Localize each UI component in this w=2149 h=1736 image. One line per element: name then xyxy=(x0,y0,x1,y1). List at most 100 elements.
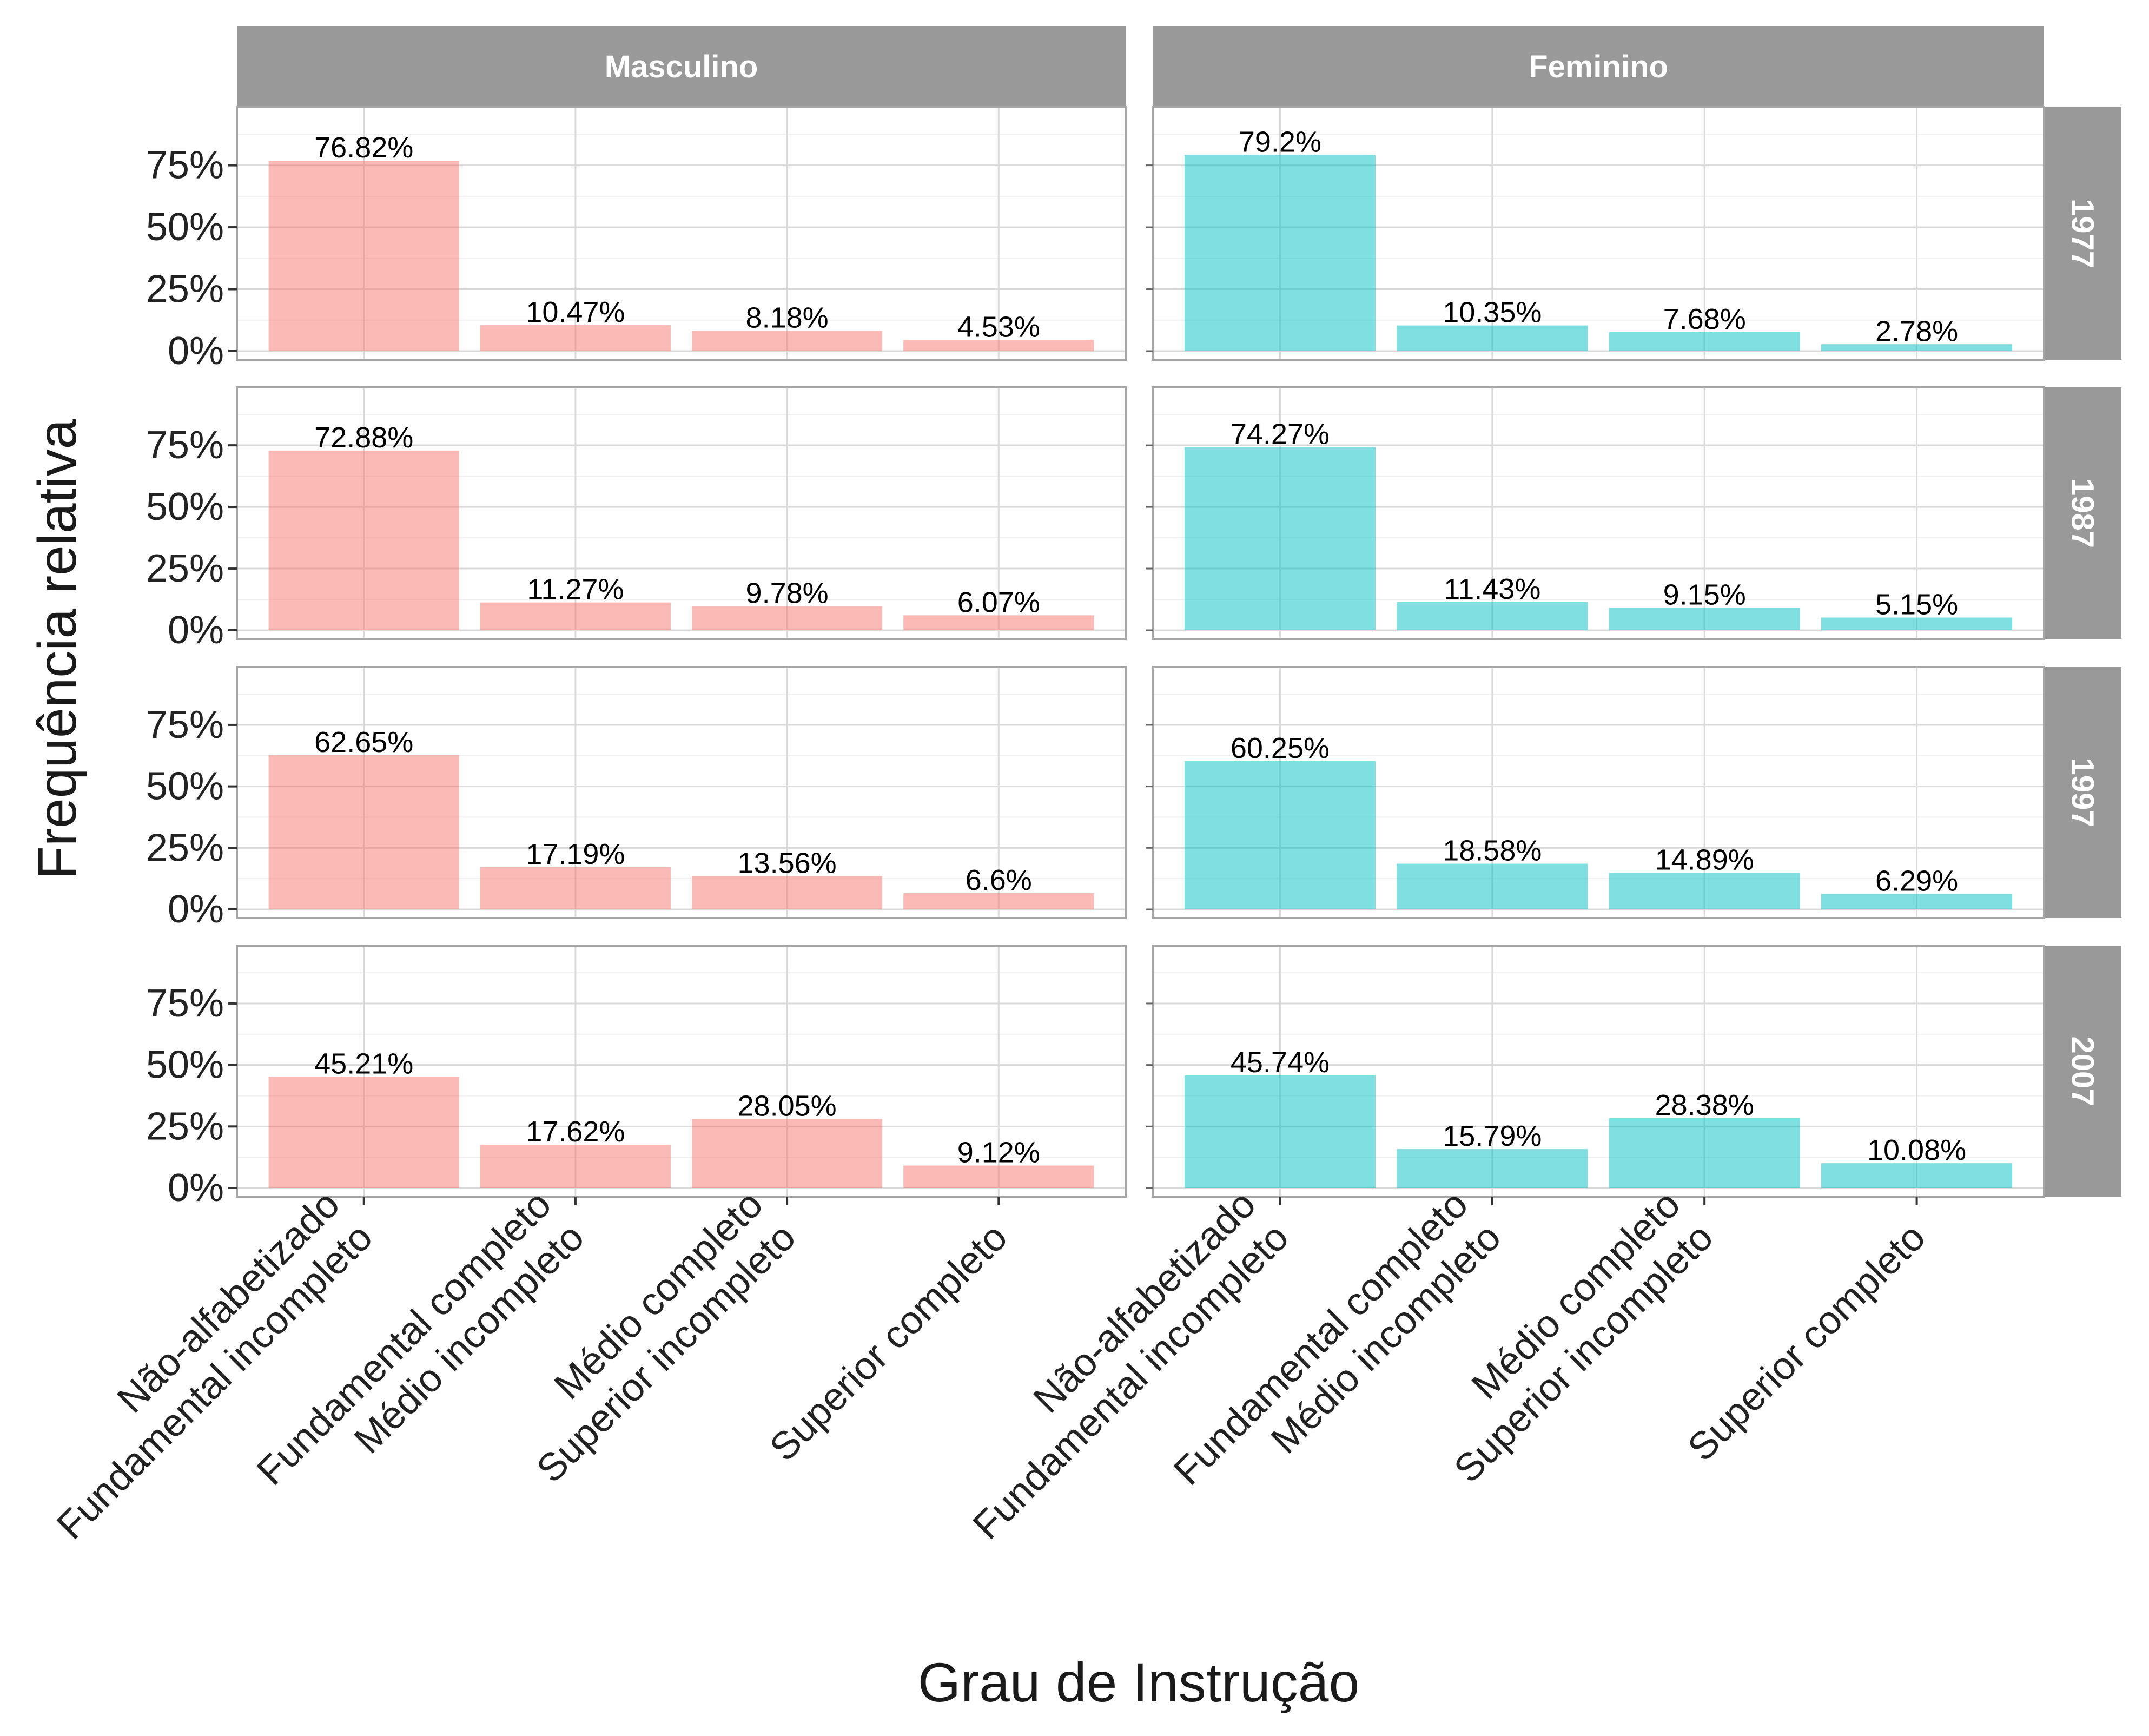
bar xyxy=(1397,1149,1588,1188)
bar-value-label: 6.6% xyxy=(966,864,1032,896)
facet-strip-feminino xyxy=(1153,26,2044,107)
y-tick-label: 0% xyxy=(168,1166,224,1210)
bar xyxy=(1184,761,1376,909)
bar-value-label: 9.12% xyxy=(957,1137,1040,1169)
facet-strip-label: Feminino xyxy=(1529,49,1668,84)
bar xyxy=(692,1119,883,1188)
y-tick-label: 50% xyxy=(146,1044,224,1087)
facet-strip-year-1997 xyxy=(2044,667,2121,918)
bar-value-label: 11.43% xyxy=(1444,573,1540,605)
facet-strip-label: 1997 xyxy=(2065,757,2100,827)
panel-border xyxy=(1152,386,2045,640)
bar xyxy=(1609,1118,1800,1188)
bar-value-label: 10.35% xyxy=(1443,296,1542,329)
bar xyxy=(480,867,671,909)
facet-strip-year-1977 xyxy=(2044,107,2121,360)
bar-value-label: 17.62% xyxy=(526,1115,625,1148)
bar-value-label: 2.78% xyxy=(1875,315,1958,347)
bar xyxy=(268,450,459,630)
bar-value-label: 74.27% xyxy=(1231,418,1330,450)
y-tick-label: 75% xyxy=(146,703,224,747)
y-tick-label: 0% xyxy=(168,329,224,373)
bar-value-label: 72.88% xyxy=(314,421,413,454)
bar xyxy=(1397,863,1588,909)
x-tick-label-line: Superior completo xyxy=(762,1216,1016,1470)
bar xyxy=(1609,332,1800,351)
bar-value-label: 4.53% xyxy=(957,311,1040,343)
y-tick-label: 75% xyxy=(146,424,224,467)
panel-border xyxy=(236,106,1127,361)
bar-value-label: 62.65% xyxy=(314,726,413,758)
x-tick-label: Superior completo xyxy=(762,1216,1016,1470)
bar-value-label: 28.05% xyxy=(738,1090,837,1122)
bar-value-label: 9.15% xyxy=(1663,578,1746,611)
bar xyxy=(480,602,671,630)
bar xyxy=(903,615,1094,630)
bar-value-label: 8.18% xyxy=(746,302,829,334)
panel-border xyxy=(1152,666,2045,919)
bar-value-label: 6.07% xyxy=(957,586,1040,618)
bar-value-label: 10.08% xyxy=(1867,1134,1966,1166)
facet-strip-label: 1977 xyxy=(2065,199,2100,268)
bar xyxy=(692,331,883,351)
bar-value-label: 45.21% xyxy=(314,1047,413,1080)
bar xyxy=(268,161,459,351)
facet-strip-label: Masculino xyxy=(605,49,758,84)
y-tick-label: 25% xyxy=(146,1105,224,1148)
bar-value-label: 15.79% xyxy=(1443,1120,1542,1152)
bar xyxy=(1821,617,2013,630)
bar-value-label: 7.68% xyxy=(1663,303,1746,335)
bar xyxy=(1184,155,1376,351)
bar xyxy=(1821,1163,2013,1188)
x-tick-label: Superior completo xyxy=(1679,1216,1934,1470)
bar-value-label: 60.25% xyxy=(1231,732,1330,764)
y-axis-title: Frequência relativa xyxy=(27,419,88,879)
bar xyxy=(692,606,883,630)
x-tick-label-line: Superior completo xyxy=(1679,1216,1934,1470)
bar xyxy=(1609,873,1800,909)
y-tick-label: 0% xyxy=(168,888,224,931)
y-tick-label: 50% xyxy=(146,485,224,529)
bar-value-label: 76.82% xyxy=(314,131,413,164)
facet-strip-label: 1987 xyxy=(2065,478,2100,548)
bar xyxy=(903,893,1094,909)
bar-value-label: 45.74% xyxy=(1231,1046,1330,1079)
y-tick-label: 75% xyxy=(146,982,224,1025)
bar-value-label: 28.38% xyxy=(1655,1089,1754,1121)
bar-value-label: 18.58% xyxy=(1443,835,1542,867)
x-tick-label: Não-alfabetizadoFundamental incompleto xyxy=(16,1183,381,1548)
bar-value-label: 6.29% xyxy=(1875,864,1958,897)
y-tick-label: 25% xyxy=(146,826,224,869)
y-tick-label: 0% xyxy=(168,609,224,652)
bar xyxy=(1184,447,1376,630)
bar-value-label: 5.15% xyxy=(1875,589,1958,621)
bar xyxy=(903,1165,1094,1188)
facet-strip-year-1987 xyxy=(2044,387,2121,639)
bar xyxy=(480,1144,671,1188)
panel-border xyxy=(236,666,1127,919)
panel-border xyxy=(1152,106,2045,361)
bar-value-label: 14.89% xyxy=(1655,843,1754,876)
y-tick-label: 50% xyxy=(146,206,224,249)
y-tick-label: 50% xyxy=(146,765,224,808)
facet-strip-label: 2007 xyxy=(2065,1036,2100,1106)
y-tick-label: 25% xyxy=(146,547,224,590)
y-tick-label: 75% xyxy=(146,144,224,187)
bar xyxy=(268,1077,459,1188)
bar-value-label: 13.56% xyxy=(738,847,837,879)
bar xyxy=(1184,1075,1376,1188)
bar-value-label: 79.2% xyxy=(1239,126,1321,158)
bar xyxy=(480,325,671,351)
bar xyxy=(1821,344,2013,351)
panel-border xyxy=(236,386,1127,640)
bar xyxy=(268,755,459,909)
bar xyxy=(1397,602,1588,630)
bar-value-label: 11.27% xyxy=(527,573,624,606)
bar xyxy=(692,876,883,909)
x-axis-title: Grau de Instrução xyxy=(918,1652,1359,1713)
panel-border xyxy=(236,945,1127,1198)
facet-strip-masculino xyxy=(237,26,1126,107)
bar-value-label: 10.47% xyxy=(526,296,625,328)
